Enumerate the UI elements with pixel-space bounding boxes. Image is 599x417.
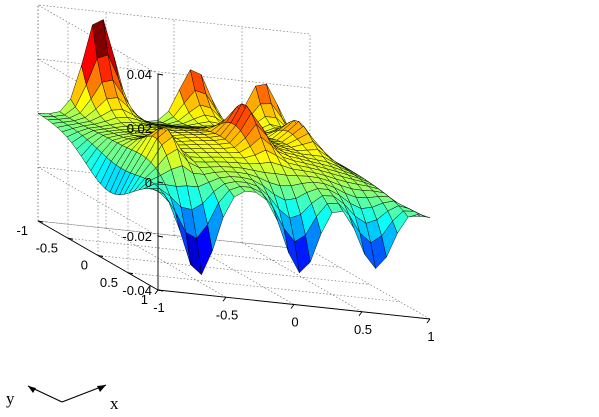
x-tick-mark xyxy=(154,289,159,295)
x-tick-mark xyxy=(426,318,431,324)
x-tick-label: 0 xyxy=(291,315,298,330)
triad-x-arrowhead xyxy=(97,385,106,392)
z-tick-label: 0 xyxy=(145,175,152,190)
triad-y-arrowhead xyxy=(28,386,36,393)
surface-patch xyxy=(414,211,431,218)
axis-triad: x y xyxy=(6,384,119,413)
x-tick-label: -1 xyxy=(153,300,165,315)
x-tick-mark xyxy=(222,296,227,302)
y-tick-mark xyxy=(157,289,164,292)
z-tick-label: -0.02 xyxy=(122,229,152,244)
grid-line xyxy=(127,272,401,303)
grid-line xyxy=(97,255,371,285)
x-axis-name: x xyxy=(110,394,119,413)
y-tick-mark xyxy=(127,272,134,275)
y-tick-label: -0.5 xyxy=(36,240,58,255)
grid-line xyxy=(37,4,311,75)
z-tick-label: 0.04 xyxy=(127,67,152,82)
surface-mesh xyxy=(37,19,431,275)
y-tick-label: 0.5 xyxy=(100,275,118,290)
z-tick-mark xyxy=(157,181,164,184)
y-tick-mark xyxy=(37,220,44,223)
z-tick-mark xyxy=(157,127,164,130)
y-tick-mark xyxy=(67,237,74,240)
z-tick-mark xyxy=(157,73,164,76)
x-tick-label: 1 xyxy=(427,329,434,344)
y-axis-name: y xyxy=(6,389,15,408)
grid-line xyxy=(37,220,311,251)
z-tick-label: -0.04 xyxy=(122,283,152,298)
y-tick-label: -1 xyxy=(16,223,28,238)
y-tick-mark xyxy=(97,255,104,257)
y-tick-label: 0 xyxy=(81,258,88,273)
x-tick-mark xyxy=(358,311,363,317)
x-tick-label: -0.5 xyxy=(216,307,238,322)
tick-labels: -0.04 -0.02 0 0.02 0.04 -1 -0.5 0 0.5 1 -1 -0.5 0 0.5… xyxy=(16,67,434,344)
x-tick-mark xyxy=(290,304,295,309)
z-tick-label: 0.02 xyxy=(127,121,152,136)
x-tick-label: 0.5 xyxy=(354,322,372,337)
grid-line xyxy=(37,166,311,237)
z-tick-mark xyxy=(157,235,164,238)
y-tick-label: 1 xyxy=(141,292,148,307)
